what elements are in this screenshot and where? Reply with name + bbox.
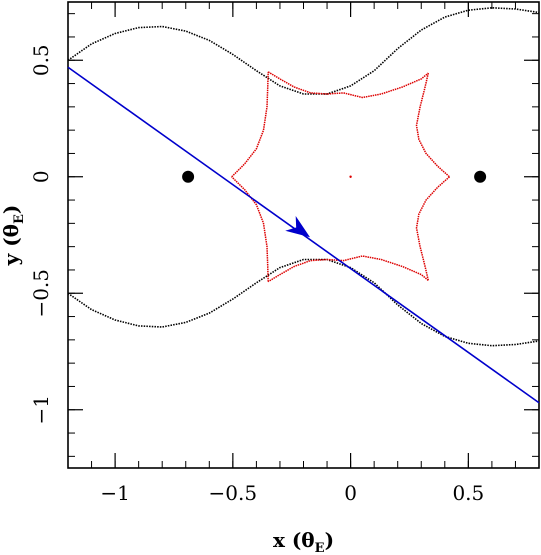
x-axis-label-close: ) [325, 528, 334, 552]
trajectory-arrow [285, 216, 311, 238]
x-axis-label: x (θE) [273, 528, 334, 555]
x-axis-label-subscript: E [315, 541, 325, 555]
x-tick-label: 0 [344, 481, 357, 505]
critical-curve-branch [68, 258, 539, 347]
caustic-cusp-segment [415, 176, 450, 281]
tick-labels: −1 −0.5 0 0.5 0.5 0 −0.5 −1 [29, 44, 484, 505]
y-axis-label-subscript: E [12, 214, 27, 224]
x-axis-label-main: x (θ [273, 528, 315, 552]
caustic-curve [231, 71, 450, 283]
y-tick-label: 0.5 [29, 44, 53, 76]
x-tick-label: −1 [100, 481, 129, 505]
caustic-cusp-segment [267, 255, 429, 283]
tick-marks [68, 2, 540, 468]
source-trajectory [67, 66, 540, 404]
critical-curve-branch [68, 7, 539, 95]
x-tick-label: 0.5 [452, 481, 484, 505]
caustic-center-dot [349, 175, 352, 178]
y-tick-label: 0 [29, 170, 53, 183]
caustic-cusp-segment [231, 176, 269, 282]
critical-curve [68, 7, 539, 347]
lens-dot [182, 170, 195, 183]
caustic-cusp-segment [231, 71, 269, 178]
lens-dot [474, 170, 487, 183]
caustic-cusp-segment [415, 72, 450, 178]
y-tick-label: −0.5 [29, 269, 53, 318]
y-axis-label: y (θE) [0, 205, 27, 267]
y-tick-label: −1 [29, 395, 53, 424]
lens-positions [182, 170, 487, 183]
y-axis-label-close: ) [0, 205, 23, 214]
x-tick-label: −0.5 [209, 481, 258, 505]
caustic-cusp-segment [267, 71, 429, 99]
y-axis-label-main: y (θ [0, 224, 23, 266]
